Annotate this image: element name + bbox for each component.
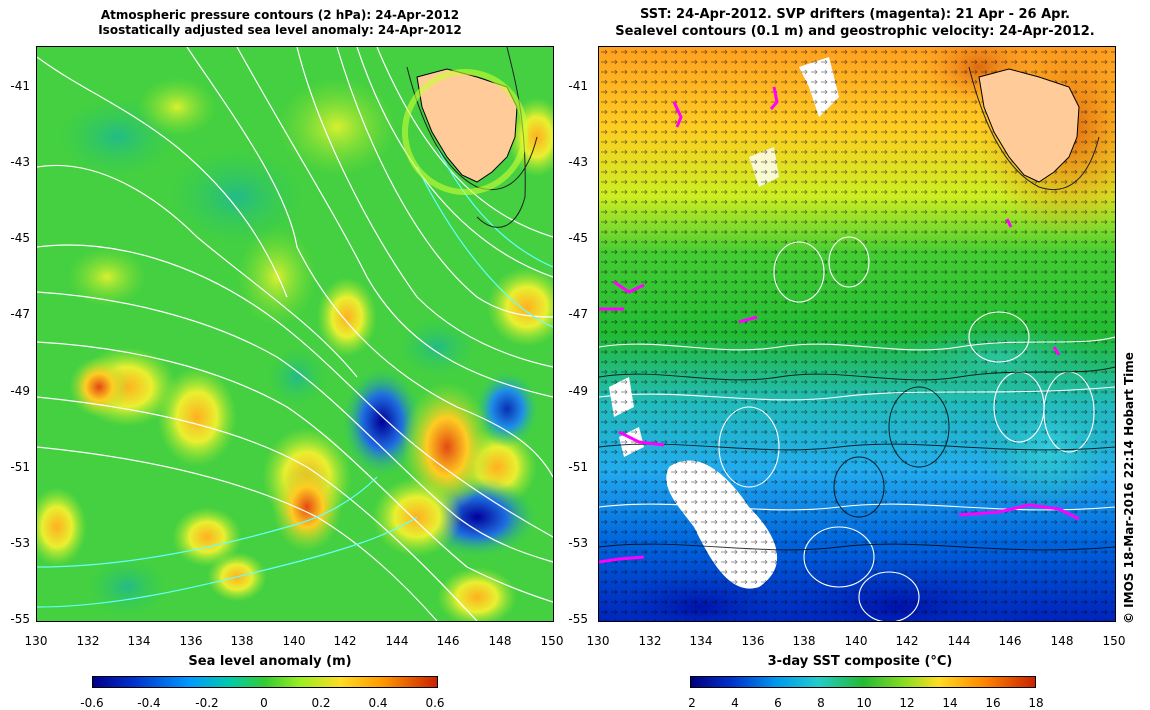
right-xtick: 132 bbox=[638, 634, 662, 648]
right-xtick: 138 bbox=[792, 634, 816, 648]
sea-level-anomaly-field bbox=[37, 47, 553, 621]
left-cbar-tick: -0.2 bbox=[195, 696, 219, 710]
right-ytick: -43 bbox=[568, 155, 588, 169]
right-ytick: -53 bbox=[568, 536, 588, 550]
right-cbar-tick: 2 bbox=[688, 696, 696, 710]
left-cbar-tick: 0.6 bbox=[425, 696, 445, 710]
right-ytick: -41 bbox=[568, 79, 588, 93]
right-cbar-tick: 14 bbox=[942, 696, 958, 710]
right-title: SST: 24-Apr-2012. SVP drifters (magenta)… bbox=[600, 6, 1110, 40]
copyright-text: © IMOS 18-Mar-2016 22:14 Hobart Time bbox=[1122, 352, 1136, 624]
left-cbar-tick: 0 bbox=[260, 696, 268, 710]
right-cbar-tick: 6 bbox=[774, 696, 782, 710]
left-xtick: 138 bbox=[230, 634, 254, 648]
left-title-line2: Isostatically adjusted sea level anomaly… bbox=[98, 23, 462, 37]
left-title: Atmospheric pressure contours (2 hPa): 2… bbox=[80, 8, 480, 38]
tasmania-land bbox=[978, 68, 1080, 183]
left-title-line1: Atmospheric pressure contours (2 hPa): 2… bbox=[100, 8, 460, 22]
left-colorbar-title: Sea level anomaly (m) bbox=[188, 654, 352, 669]
sst-colorbar bbox=[690, 676, 1036, 688]
right-cbar-tick: 10 bbox=[856, 696, 872, 710]
sea-level-colorbar bbox=[92, 676, 438, 688]
left-ytick: -41 bbox=[10, 79, 30, 93]
left-cbar-tick: 0.4 bbox=[368, 696, 388, 710]
left-xtick: 132 bbox=[76, 634, 100, 648]
right-ytick: -55 bbox=[568, 612, 588, 626]
left-xtick: 134 bbox=[127, 634, 151, 648]
right-xtick: 146 bbox=[998, 634, 1022, 648]
svp-drifters bbox=[599, 86, 1080, 564]
right-xtick: 148 bbox=[1050, 634, 1074, 648]
right-cbar-tick: 18 bbox=[1028, 696, 1044, 710]
left-ytick: -43 bbox=[10, 155, 30, 169]
right-xtick: 150 bbox=[1102, 634, 1126, 648]
left-cbar-tick: 0.2 bbox=[311, 696, 331, 710]
right-ytick: -51 bbox=[568, 460, 588, 474]
left-xtick: 140 bbox=[282, 634, 306, 648]
right-xtick: 140 bbox=[844, 634, 868, 648]
sst-field bbox=[599, 47, 1115, 621]
right-ytick: -45 bbox=[568, 231, 588, 245]
left-xtick: 146 bbox=[436, 634, 460, 648]
right-ytick: -49 bbox=[568, 384, 588, 398]
left-ytick: -53 bbox=[10, 536, 30, 550]
right-xtick: 130 bbox=[586, 634, 610, 648]
left-xtick: 150 bbox=[540, 634, 564, 648]
left-ytick: -55 bbox=[10, 612, 30, 626]
left-cbar-tick: -0.6 bbox=[80, 696, 104, 710]
left-xtick: 136 bbox=[179, 634, 203, 648]
left-ytick: -51 bbox=[10, 460, 30, 474]
right-ytick: -47 bbox=[568, 307, 588, 321]
right-title-line2: Sealevel contours (0.1 m) and geostrophi… bbox=[615, 24, 1095, 39]
right-xtick: 142 bbox=[895, 634, 919, 648]
left-xtick: 144 bbox=[385, 634, 409, 648]
right-xtick: 144 bbox=[947, 634, 971, 648]
right-xtick: 136 bbox=[741, 634, 765, 648]
right-colorbar-title: 3-day SST composite (°C) bbox=[767, 654, 953, 669]
left-cbar-tick: -0.4 bbox=[137, 696, 161, 710]
left-ytick: -49 bbox=[10, 384, 30, 398]
right-cbar-tick: 12 bbox=[899, 696, 915, 710]
left-xtick: 142 bbox=[333, 634, 357, 648]
tasmania-land bbox=[416, 68, 518, 183]
left-xtick: 148 bbox=[488, 634, 512, 648]
sealevel-contours bbox=[599, 236, 1115, 621]
right-title-line1: SST: 24-Apr-2012. SVP drifters (magenta)… bbox=[640, 7, 1070, 22]
left-xtick: 130 bbox=[24, 634, 48, 648]
right-cbar-tick: 8 bbox=[817, 696, 825, 710]
left-ytick: -45 bbox=[10, 231, 30, 245]
left-ytick: -47 bbox=[10, 307, 30, 321]
sea-level-anomaly-map[interactable] bbox=[36, 46, 554, 622]
right-cbar-tick: 4 bbox=[731, 696, 739, 710]
right-xtick: 134 bbox=[689, 634, 713, 648]
right-cbar-tick: 16 bbox=[985, 696, 1001, 710]
sst-map[interactable] bbox=[598, 46, 1116, 622]
pressure-contours bbox=[37, 47, 553, 621]
